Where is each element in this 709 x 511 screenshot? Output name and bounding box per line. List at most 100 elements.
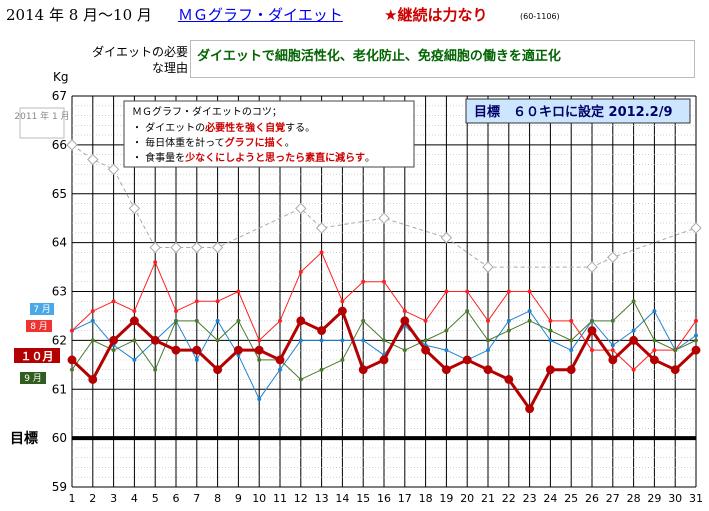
series-jan2011-point: [192, 243, 202, 253]
series-aug-point: [299, 270, 303, 274]
series-oct-point: [109, 336, 117, 344]
series-aug-point: [632, 368, 636, 372]
x-tick-label: 10: [252, 492, 266, 505]
series-jul-point: [91, 319, 95, 323]
legend-oct-label: １０月: [21, 350, 54, 363]
series-jan2011-point: [587, 262, 597, 272]
series-sep-point: [112, 348, 116, 352]
x-tick-label: 27: [606, 492, 620, 505]
series-oct-point: [505, 375, 513, 383]
series-aug-point: [549, 319, 553, 323]
series-sep-point: [507, 329, 511, 333]
series-sep-point: [70, 368, 74, 372]
x-tick-label: 7: [193, 492, 200, 505]
legend-jan2011: 2011 年 1 月: [14, 108, 69, 138]
series-aug-point: [528, 290, 532, 294]
x-tick-label: 13: [315, 492, 329, 505]
y-tick-label: 66: [52, 138, 67, 152]
x-tick-label: 16: [377, 492, 391, 505]
series-jul-point: [216, 319, 220, 323]
series-sep-point: [216, 339, 220, 343]
y-tick-label: 64: [52, 236, 67, 250]
series-aug-point: [174, 309, 178, 313]
series-oct-point: [463, 356, 471, 364]
series-oct-point: [172, 346, 180, 354]
series-sep-point: [424, 339, 428, 343]
series-sep-point: [549, 329, 553, 333]
series-aug-point: [361, 280, 365, 284]
series-sep-point: [195, 319, 199, 323]
series-oct-point: [276, 356, 284, 364]
tips-line-2-post: 。: [285, 138, 295, 149]
series-aug-point: [112, 299, 116, 303]
y-tick-label: 60: [52, 431, 67, 445]
x-tick-label: 30: [668, 492, 682, 505]
legend-jul-label: 7 月: [33, 304, 51, 315]
tips-line-3: ・ 食事量を少なくにしようと思ったら素直に減らす。: [132, 151, 375, 164]
series-oct-point: [213, 366, 221, 374]
y-unit-label: Kg: [53, 70, 69, 84]
series-sep-point: [486, 339, 490, 343]
series-jul-point: [507, 319, 511, 323]
series-aug-point: [382, 280, 386, 284]
series-aug-point: [569, 319, 573, 323]
x-tick-label: 14: [335, 492, 349, 505]
series-oct-point: [650, 356, 658, 364]
x-tick-label: 6: [173, 492, 180, 505]
series-sep-point: [153, 368, 157, 372]
x-tick-label: 5: [152, 492, 159, 505]
series-oct-point: [609, 356, 617, 364]
x-tick-label: 23: [523, 492, 537, 505]
x-tick-label: 3: [110, 492, 117, 505]
tips-line-2: ・ 毎日体重を計ってグラフに描く。: [132, 136, 295, 149]
series-jul-point: [320, 339, 324, 343]
series-sep-point: [341, 358, 345, 362]
goal-box: 目標 ６０キロに設定 2012.2/9: [466, 99, 690, 123]
series-aug-point: [91, 309, 95, 313]
series-sep-point: [403, 348, 407, 352]
y-tick-label: 67: [52, 89, 67, 103]
series-jan2011-point: [441, 233, 451, 243]
series-jul-point: [361, 339, 365, 343]
series-aug-point: [70, 329, 74, 333]
x-tick-label: 9: [235, 492, 242, 505]
series-oct-point: [546, 366, 554, 374]
series-oct-point: [380, 356, 388, 364]
tips-line-3-post: 。: [365, 153, 375, 164]
series-jan2011-point: [691, 223, 701, 233]
series-oct-point: [629, 336, 637, 344]
series-jul-point: [528, 309, 532, 313]
x-tick-label: 11: [273, 492, 287, 505]
series-oct-point: [671, 366, 679, 374]
tips-line-1: ・ ダイエットの必要性を強く自覚する。: [132, 121, 315, 134]
series-jan2011-point: [483, 262, 493, 272]
series-aug-point: [424, 319, 428, 323]
tips-line-2-pre: ・ 毎日体重を計って: [132, 136, 225, 149]
series-aug-point: [237, 290, 241, 294]
legend-sep: 9 月: [20, 372, 46, 384]
series-aug-point: [403, 309, 407, 313]
series-jul-point: [486, 348, 490, 352]
legend-aug: 8 月: [26, 320, 52, 332]
series-oct-point: [255, 346, 263, 354]
y-tick-label: 62: [52, 333, 67, 347]
series-aug-point: [133, 309, 137, 313]
series-jul-point: [299, 339, 303, 343]
series-aug-point: [611, 348, 615, 352]
legend-oct: １０月: [14, 348, 60, 363]
y-tick-label: 63: [52, 285, 67, 299]
series-sep-point: [445, 329, 449, 333]
x-tick-label: 22: [502, 492, 516, 505]
series-aug-point: [465, 290, 469, 294]
series-oct-point: [442, 366, 450, 374]
series-sep-point: [632, 299, 636, 303]
series-oct-point: [359, 366, 367, 374]
series-aug-point: [257, 339, 261, 343]
series-jul-point: [694, 334, 698, 338]
tips-line-1-post: する。: [285, 122, 315, 134]
series-sep-point: [133, 339, 137, 343]
legend-jul: 7 月: [30, 303, 54, 315]
x-tick-label: 20: [460, 492, 474, 505]
series-oct-point: [401, 317, 409, 325]
x-tick-label: 1: [69, 492, 76, 505]
